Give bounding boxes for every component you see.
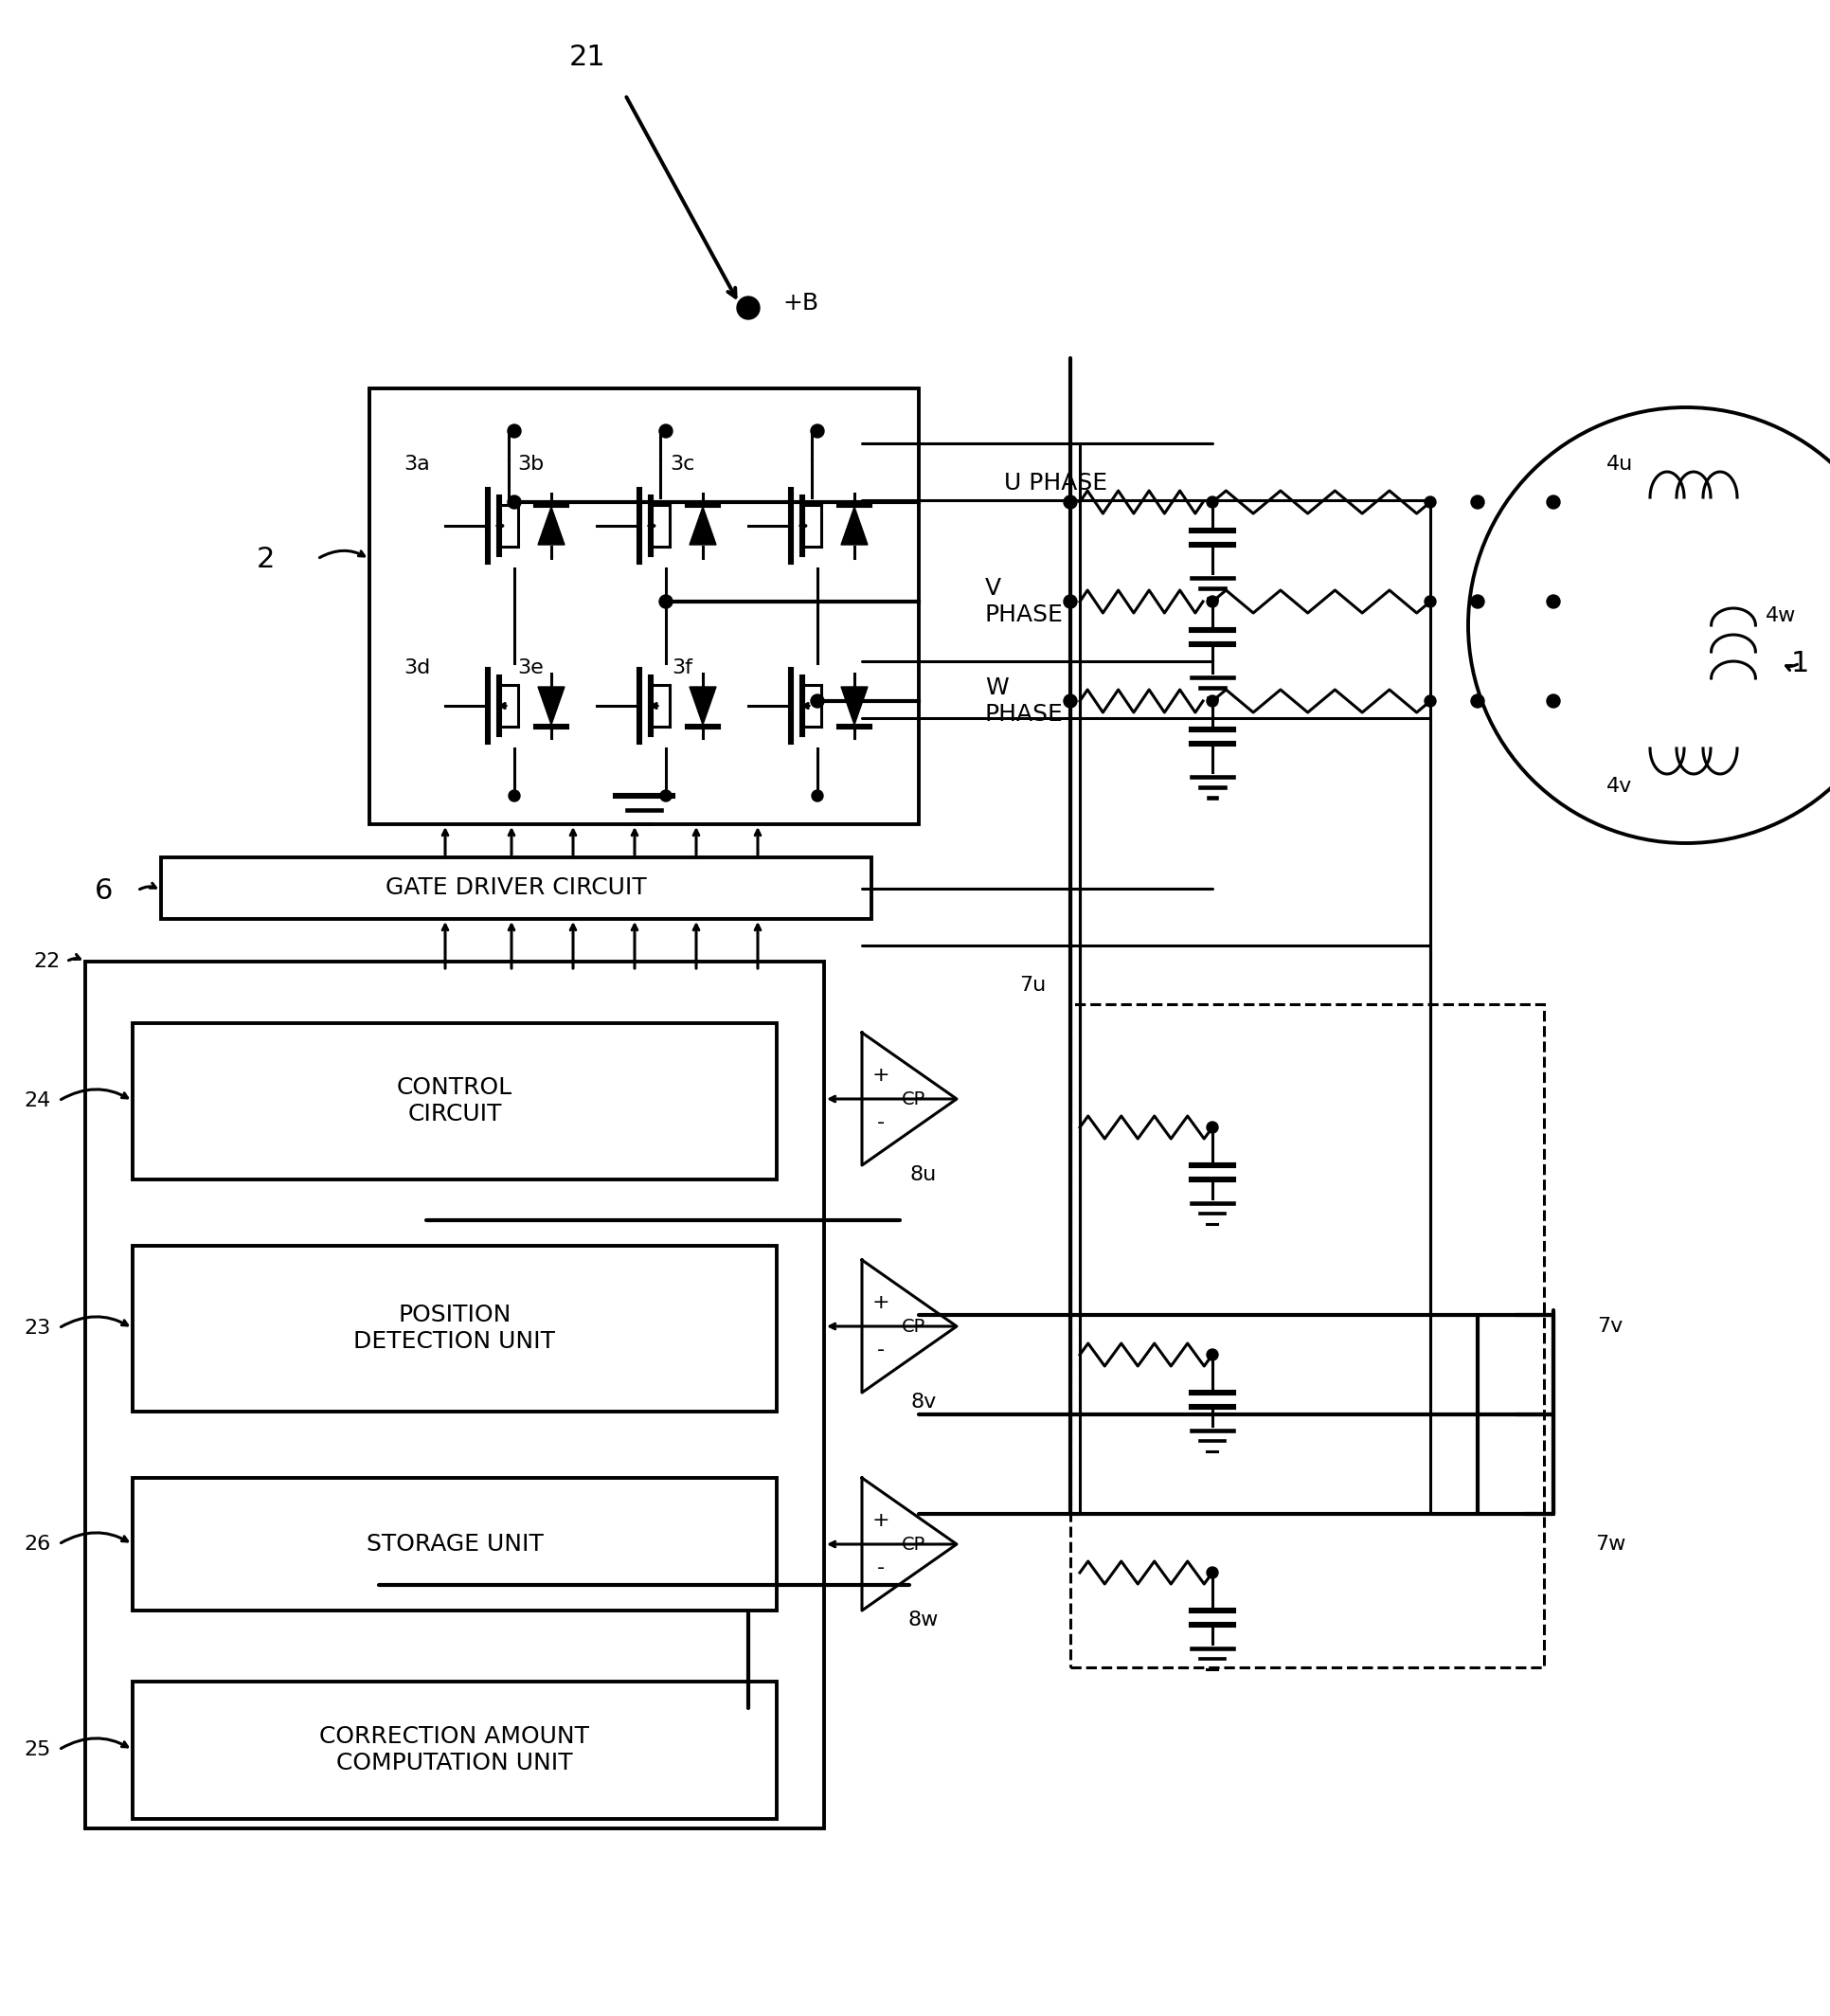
Polygon shape: [840, 506, 867, 544]
Circle shape: [1546, 694, 1559, 708]
Circle shape: [811, 790, 823, 802]
Text: 7v: 7v: [1596, 1316, 1623, 1337]
Text: 23: 23: [24, 1318, 51, 1339]
Polygon shape: [690, 506, 716, 544]
Circle shape: [1469, 496, 1484, 508]
Text: 3c: 3c: [670, 456, 694, 474]
Circle shape: [1063, 694, 1076, 708]
Circle shape: [1206, 696, 1217, 708]
Text: POSITION
DETECTION UNIT: POSITION DETECTION UNIT: [353, 1304, 554, 1353]
Circle shape: [1206, 1121, 1217, 1133]
Polygon shape: [690, 687, 716, 724]
Circle shape: [509, 790, 520, 802]
Circle shape: [1206, 1566, 1217, 1579]
Circle shape: [507, 496, 522, 508]
Text: U PHASE: U PHASE: [1003, 472, 1107, 494]
Text: 3a: 3a: [403, 456, 430, 474]
Text: 7w: 7w: [1594, 1534, 1625, 1554]
Text: CONTROL
CIRCUIT: CONTROL CIRCUIT: [397, 1077, 512, 1125]
Text: -: -: [877, 1113, 884, 1133]
Circle shape: [1063, 595, 1076, 609]
Circle shape: [811, 425, 823, 437]
Text: 7u: 7u: [1019, 976, 1045, 994]
Circle shape: [1063, 496, 1076, 508]
Text: V
PHASE: V PHASE: [985, 577, 1063, 627]
Circle shape: [1424, 696, 1435, 708]
Circle shape: [1546, 496, 1559, 508]
Text: 1: 1: [1790, 649, 1808, 677]
Text: 4w: 4w: [1764, 607, 1795, 625]
Text: W
PHASE: W PHASE: [985, 677, 1063, 726]
Bar: [132, 1478, 776, 1611]
Circle shape: [811, 694, 823, 708]
Text: 25: 25: [24, 1740, 51, 1760]
Text: +: +: [871, 1292, 889, 1312]
Polygon shape: [538, 687, 564, 724]
Text: CP: CP: [902, 1091, 926, 1109]
Circle shape: [1469, 595, 1484, 609]
Circle shape: [1469, 694, 1484, 708]
Text: +: +: [871, 1512, 889, 1530]
Text: 22: 22: [35, 952, 60, 972]
Text: CORRECTION AMOUNT
COMPUTATION UNIT: CORRECTION AMOUNT COMPUTATION UNIT: [320, 1726, 589, 1774]
Bar: [370, 389, 919, 825]
Circle shape: [1424, 597, 1435, 607]
Text: 4u: 4u: [1605, 456, 1632, 474]
Circle shape: [661, 790, 672, 802]
Text: 26: 26: [24, 1534, 51, 1554]
Text: 3f: 3f: [672, 659, 692, 677]
Text: STORAGE UNIT: STORAGE UNIT: [366, 1532, 544, 1556]
Text: +: +: [871, 1066, 889, 1085]
Bar: [161, 857, 871, 919]
Text: 3e: 3e: [518, 659, 544, 677]
Text: CP: CP: [902, 1536, 926, 1552]
Circle shape: [1206, 496, 1217, 508]
Text: +B: +B: [781, 292, 818, 314]
Text: -: -: [877, 1341, 884, 1359]
Circle shape: [659, 425, 672, 437]
Circle shape: [1546, 595, 1559, 609]
Bar: [1071, 1004, 1543, 1667]
Text: 8v: 8v: [910, 1393, 935, 1411]
Text: 21: 21: [569, 42, 606, 71]
Circle shape: [1206, 597, 1217, 607]
Text: 8w: 8w: [908, 1611, 939, 1629]
Text: -: -: [877, 1558, 884, 1577]
Bar: [132, 1681, 776, 1818]
Polygon shape: [840, 687, 867, 724]
Text: 8u: 8u: [910, 1165, 937, 1183]
Bar: [132, 1246, 776, 1411]
Bar: [86, 962, 823, 1829]
Text: 3d: 3d: [403, 659, 430, 677]
Text: CP: CP: [902, 1316, 926, 1335]
Circle shape: [507, 425, 522, 437]
Circle shape: [659, 595, 672, 609]
Polygon shape: [538, 506, 564, 544]
Text: 4v: 4v: [1607, 776, 1632, 796]
Text: 3b: 3b: [516, 456, 544, 474]
Text: GATE DRIVER CIRCUIT: GATE DRIVER CIRCUIT: [386, 877, 646, 899]
Text: 24: 24: [24, 1091, 51, 1111]
Text: 2: 2: [256, 544, 274, 573]
Circle shape: [736, 296, 759, 319]
Circle shape: [1424, 496, 1435, 508]
Bar: [132, 1024, 776, 1179]
Text: 6: 6: [95, 877, 113, 905]
Circle shape: [1206, 1349, 1217, 1361]
